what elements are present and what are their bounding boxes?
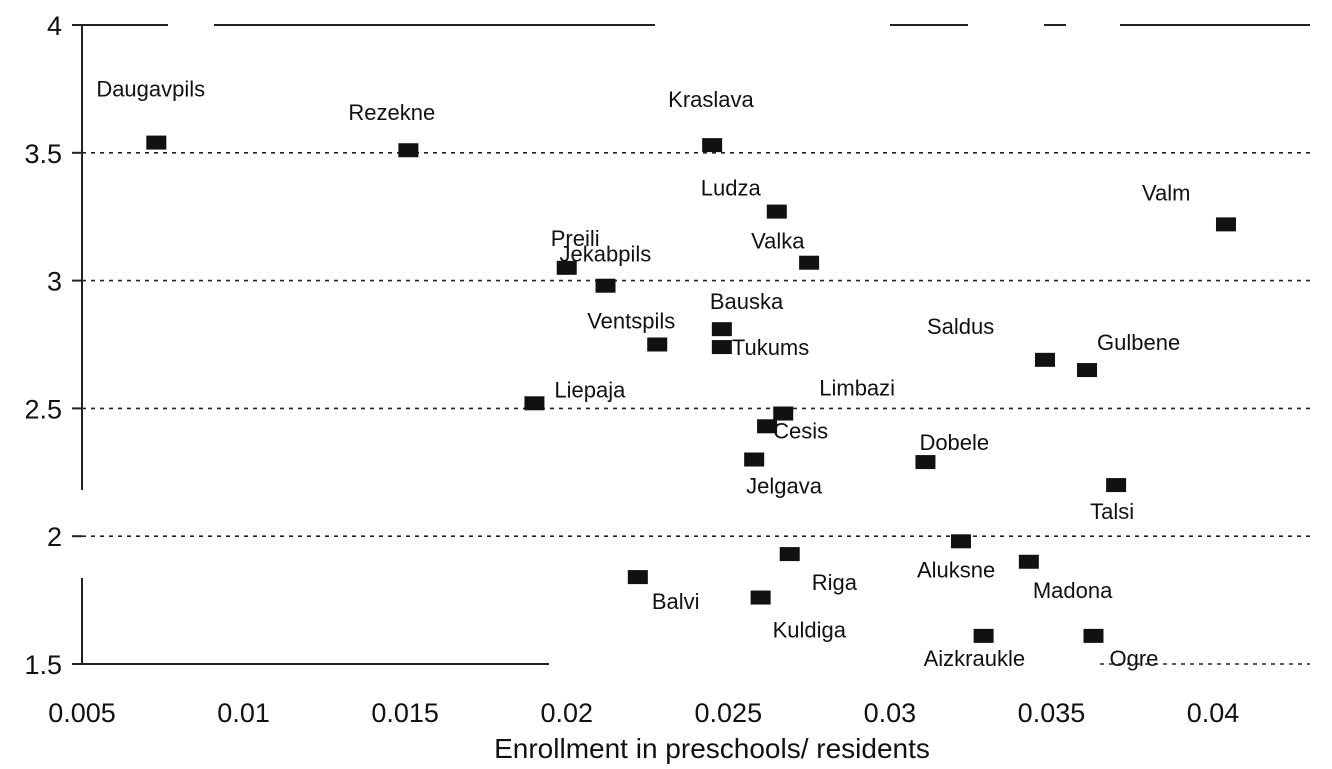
point-marker-riga xyxy=(779,547,800,562)
point-label-kraslava: Kraslava xyxy=(668,87,754,112)
x-tick-label: 0.02 xyxy=(540,698,593,728)
point-marker-kraslava xyxy=(702,138,723,153)
x-tick-label: 0.01 xyxy=(217,698,270,728)
point-label-ludza: Ludza xyxy=(701,176,762,201)
point-marker-aizkraukle xyxy=(973,628,994,643)
point-marker-liepaja xyxy=(524,396,545,411)
point-label-aluksne: Aluksne xyxy=(917,557,995,582)
point-marker-aluksne xyxy=(950,534,971,549)
point-marker-dobele xyxy=(915,455,936,470)
point-marker-preili xyxy=(556,260,577,275)
point-marker-limbazi xyxy=(773,406,794,421)
x-tick-label: 0.035 xyxy=(1018,698,1086,728)
point-label-balvi: Balvi xyxy=(652,589,700,614)
point-marker-gulbene xyxy=(1077,363,1098,378)
point-marker-kuldiga xyxy=(750,590,771,605)
point-label-ogre: Ogre xyxy=(1109,646,1158,671)
point-label-gulbene: Gulbene xyxy=(1097,330,1180,355)
point-label-rezekne: Rezekne xyxy=(348,100,435,125)
axes xyxy=(72,24,1310,665)
point-marker-ventspils xyxy=(647,337,668,352)
point-marker-saldus xyxy=(1035,352,1056,367)
x-tick-label: 0.03 xyxy=(864,698,917,728)
point-label-riga: Riga xyxy=(812,570,858,595)
point-marker-talsi xyxy=(1106,478,1127,493)
point-marker-ludza xyxy=(766,204,787,219)
point-label-preili: Preili xyxy=(551,226,600,251)
y-tick-label: 1.5 xyxy=(24,650,62,680)
y-tick-label: 2.5 xyxy=(24,394,62,424)
point-marker-jelgava xyxy=(744,452,765,467)
point-marker-daugavpils xyxy=(146,135,167,150)
point-marker-balvi xyxy=(627,570,648,585)
y-tick-label: 4 xyxy=(47,11,62,41)
x-axis-title: Enrollment in preschools/ residents xyxy=(494,733,930,764)
point-label-aizkraukle: Aizkraukle xyxy=(924,646,1025,671)
point-label-limbazi: Limbazi xyxy=(819,376,895,401)
x-tick-label: 0.04 xyxy=(1187,698,1240,728)
point-label-daugavpils: Daugavpils xyxy=(96,77,205,102)
data-points xyxy=(146,135,1236,643)
point-label-tukums: Tukums xyxy=(732,335,809,360)
point-label-talsi: Talsi xyxy=(1090,499,1134,524)
point-label-bauska: Bauska xyxy=(710,289,784,314)
point-marker-bauska xyxy=(711,322,732,337)
y-tick-label: 2 xyxy=(47,522,62,552)
y-tick-labels: 1.5 2 2.5 3 3.5 4 xyxy=(24,11,62,680)
point-marker-ogre xyxy=(1083,628,1104,643)
x-tick-label: 0.025 xyxy=(695,698,763,728)
point-marker-valka xyxy=(799,255,820,270)
y-tick-label: 3 xyxy=(47,267,62,297)
point-marker-rezekne xyxy=(398,143,419,158)
point-labels: Daugavpils Rezekne Kraslava Ludza Valm Preili… xyxy=(96,77,1190,671)
x-tick-label: 0.015 xyxy=(371,698,439,728)
point-label-valka: Valka xyxy=(751,229,805,254)
point-label-kuldiga: Kuldiga xyxy=(773,618,847,643)
point-marker-jekabpils xyxy=(595,278,616,293)
gridlines xyxy=(82,24,1310,538)
point-label-liepaja: Liepaja xyxy=(554,377,626,402)
point-label-valm: Valm xyxy=(1142,180,1191,205)
point-marker-tukums xyxy=(711,340,732,355)
y-tick-label: 3.5 xyxy=(24,139,62,169)
point-label-dobele: Dobele xyxy=(919,430,989,455)
point-label-jelgava: Jelgava xyxy=(746,474,823,499)
point-marker-valm xyxy=(1215,217,1236,232)
point-label-cesis: Cesis xyxy=(773,418,828,443)
point-label-jekabpils: Jekabpils xyxy=(560,242,652,267)
point-label-saldus: Saldus xyxy=(927,314,994,339)
x-tick-label: 0.005 xyxy=(48,698,116,728)
point-marker-cesis xyxy=(757,419,778,434)
point-marker-madona xyxy=(1018,554,1039,569)
point-label-ventspils: Ventspils xyxy=(587,309,675,334)
point-label-madona: Madona xyxy=(1033,578,1113,603)
